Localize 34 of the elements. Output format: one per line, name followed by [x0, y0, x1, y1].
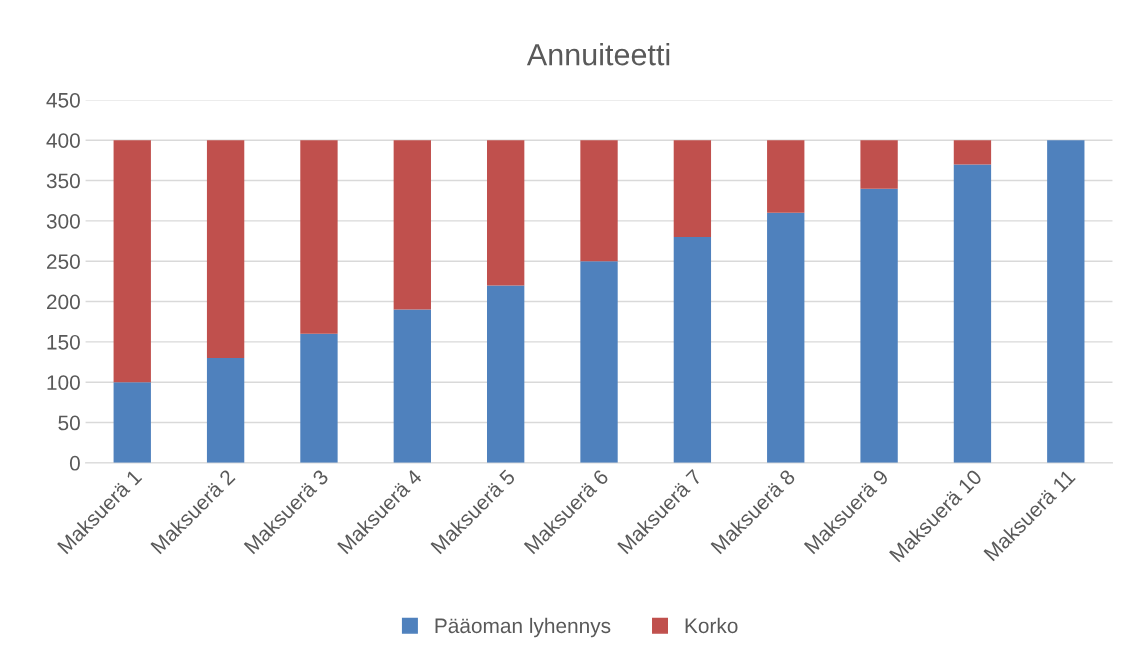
y-tick-label: 300 — [46, 213, 80, 229]
bar — [300, 333, 338, 463]
bar — [767, 140, 805, 213]
y-tick-label: 100 — [47, 375, 80, 390]
y-tick-label: 450 — [46, 92, 80, 108]
bar — [206, 358, 245, 463]
y-tick-label: 250 — [47, 254, 80, 269]
bar — [580, 261, 618, 463]
bar — [673, 237, 712, 463]
bar — [673, 140, 712, 238]
bar — [767, 212, 805, 463]
y-tick-label: 0 — [69, 455, 80, 471]
bar — [953, 164, 992, 463]
bar — [953, 140, 992, 165]
chart-title: Annuiteetti — [526, 43, 670, 66]
y-tick-label: 350 — [46, 173, 80, 189]
bar — [206, 140, 245, 359]
bar — [487, 285, 525, 463]
bar — [580, 140, 618, 262]
bar — [393, 140, 431, 310]
bar — [860, 140, 898, 189]
y-tick-label: 200 — [47, 294, 80, 310]
bar — [487, 140, 525, 286]
legend-label: Pääoman lyhennys — [435, 617, 611, 638]
bar — [113, 140, 151, 383]
legend-label: Korko — [685, 617, 738, 634]
bar — [113, 382, 151, 463]
bar — [860, 188, 898, 463]
bar — [300, 140, 338, 334]
bar — [1047, 140, 1085, 463]
y-tick-label: 150 — [47, 334, 80, 350]
bar — [393, 309, 431, 463]
y-tick-label: 50 — [58, 415, 80, 431]
y-tick-label: 400 — [46, 133, 80, 148]
